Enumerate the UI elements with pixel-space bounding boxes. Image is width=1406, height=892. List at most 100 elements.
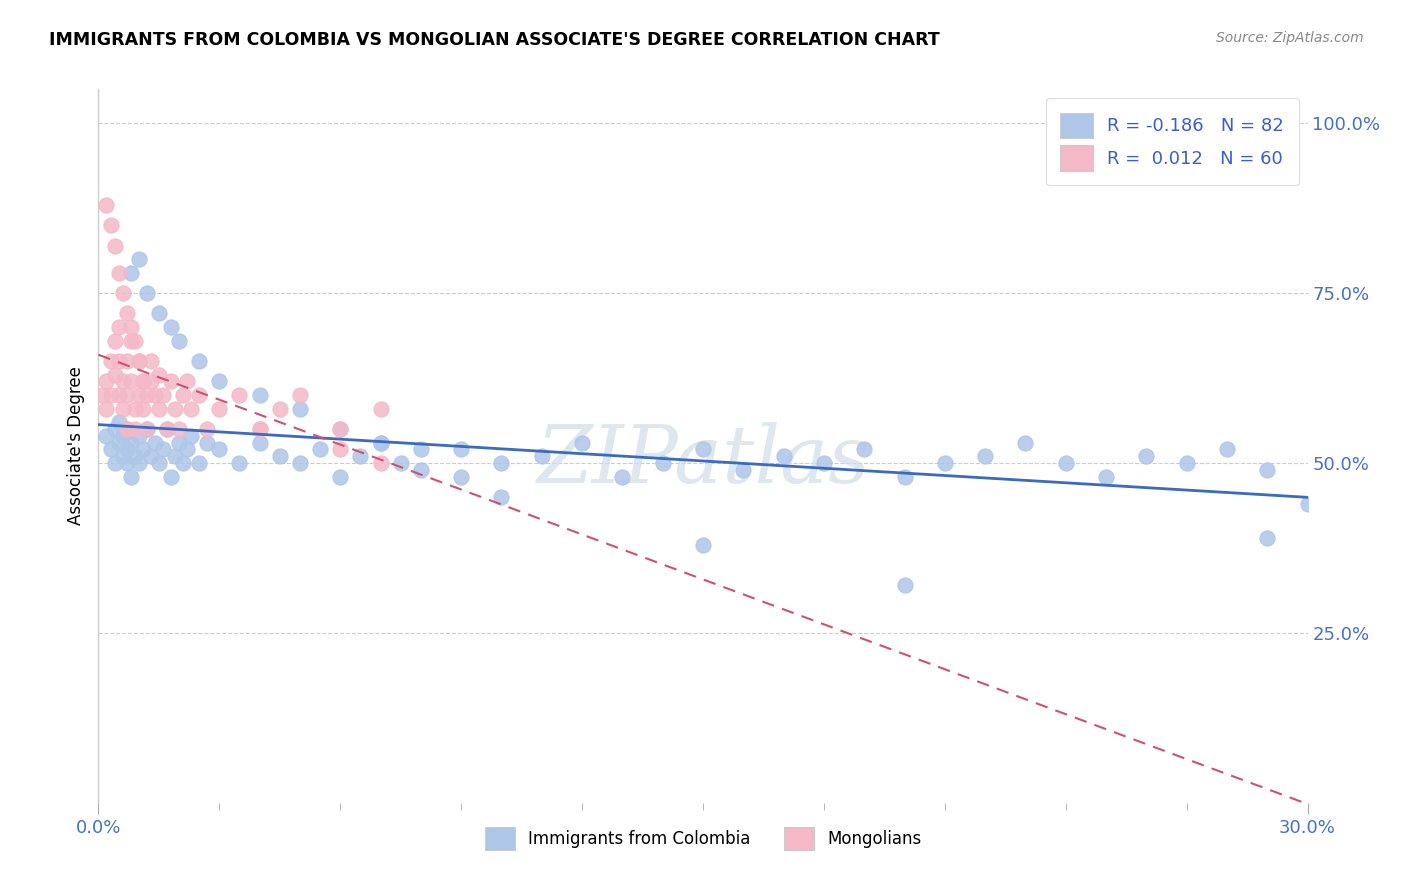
Point — [329, 469, 352, 483]
Point — [143, 435, 166, 450]
Point — [103, 456, 125, 470]
Point — [163, 449, 186, 463]
Point — [128, 354, 150, 368]
Point — [172, 388, 194, 402]
Point — [571, 435, 593, 450]
Text: Source: ZipAtlas.com: Source: ZipAtlas.com — [1216, 31, 1364, 45]
Point — [148, 401, 170, 416]
Point — [152, 442, 174, 457]
Point — [107, 266, 129, 280]
Y-axis label: Associate's Degree: Associate's Degree — [66, 367, 84, 525]
Point — [180, 401, 202, 416]
Point — [115, 442, 138, 457]
Point — [115, 306, 138, 320]
Point — [249, 435, 271, 450]
Point — [107, 388, 129, 402]
Point — [1095, 469, 1118, 483]
Point — [370, 435, 392, 450]
Point — [107, 354, 129, 368]
Point — [188, 456, 211, 470]
Point — [288, 388, 311, 402]
Point — [188, 388, 211, 402]
Point — [120, 320, 142, 334]
Point — [124, 334, 146, 348]
Point — [96, 198, 118, 212]
Point — [893, 578, 915, 592]
Point — [167, 334, 190, 348]
Point — [180, 429, 202, 443]
Point — [195, 435, 218, 450]
Legend: Immigrants from Colombia, Mongolians: Immigrants from Colombia, Mongolians — [477, 819, 929, 859]
Point — [329, 442, 352, 457]
Point — [208, 442, 231, 457]
Point — [692, 442, 714, 457]
Point — [228, 388, 250, 402]
Point — [208, 401, 231, 416]
Point — [450, 469, 472, 483]
Point — [135, 422, 157, 436]
Point — [107, 320, 129, 334]
Point — [111, 286, 134, 301]
Point — [450, 442, 472, 457]
Point — [389, 456, 412, 470]
Point — [148, 306, 170, 320]
Point — [329, 422, 352, 436]
Point — [167, 422, 190, 436]
Point — [103, 238, 125, 252]
Point — [120, 435, 142, 450]
Point — [96, 375, 118, 389]
Point — [156, 422, 179, 436]
Point — [692, 537, 714, 551]
Point — [132, 375, 155, 389]
Point — [269, 449, 291, 463]
Point — [152, 388, 174, 402]
Point — [1014, 435, 1036, 450]
Point — [128, 429, 150, 443]
Point — [100, 218, 122, 232]
Point — [139, 449, 162, 463]
Point — [135, 422, 157, 436]
Point — [135, 286, 157, 301]
Point — [103, 368, 125, 382]
Point — [120, 266, 142, 280]
Point — [163, 401, 186, 416]
Point — [195, 422, 218, 436]
Point — [139, 354, 162, 368]
Point — [349, 449, 371, 463]
Point — [132, 401, 155, 416]
Point — [115, 422, 138, 436]
Point — [100, 442, 122, 457]
Point — [1135, 449, 1157, 463]
Point — [1256, 463, 1278, 477]
Point — [100, 354, 122, 368]
Point — [115, 456, 138, 470]
Point — [309, 442, 332, 457]
Point — [115, 388, 138, 402]
Point — [107, 415, 129, 429]
Point — [249, 422, 271, 436]
Point — [370, 401, 392, 416]
Point — [135, 388, 157, 402]
Point — [188, 354, 211, 368]
Point — [288, 456, 311, 470]
Point — [288, 401, 311, 416]
Point — [120, 334, 142, 348]
Point — [172, 456, 194, 470]
Point — [167, 435, 190, 450]
Point — [1256, 531, 1278, 545]
Point — [139, 375, 162, 389]
Point — [143, 388, 166, 402]
Point — [491, 456, 513, 470]
Point — [111, 429, 134, 443]
Point — [124, 449, 146, 463]
Point — [128, 252, 150, 266]
Point — [370, 456, 392, 470]
Point — [156, 422, 179, 436]
Point — [1175, 456, 1198, 470]
Point — [160, 320, 183, 334]
Point — [530, 449, 553, 463]
Point — [128, 456, 150, 470]
Point — [128, 388, 150, 402]
Point — [115, 422, 138, 436]
Text: IMMIGRANTS FROM COLOMBIA VS MONGOLIAN ASSOCIATE'S DEGREE CORRELATION CHART: IMMIGRANTS FROM COLOMBIA VS MONGOLIAN AS… — [49, 31, 941, 49]
